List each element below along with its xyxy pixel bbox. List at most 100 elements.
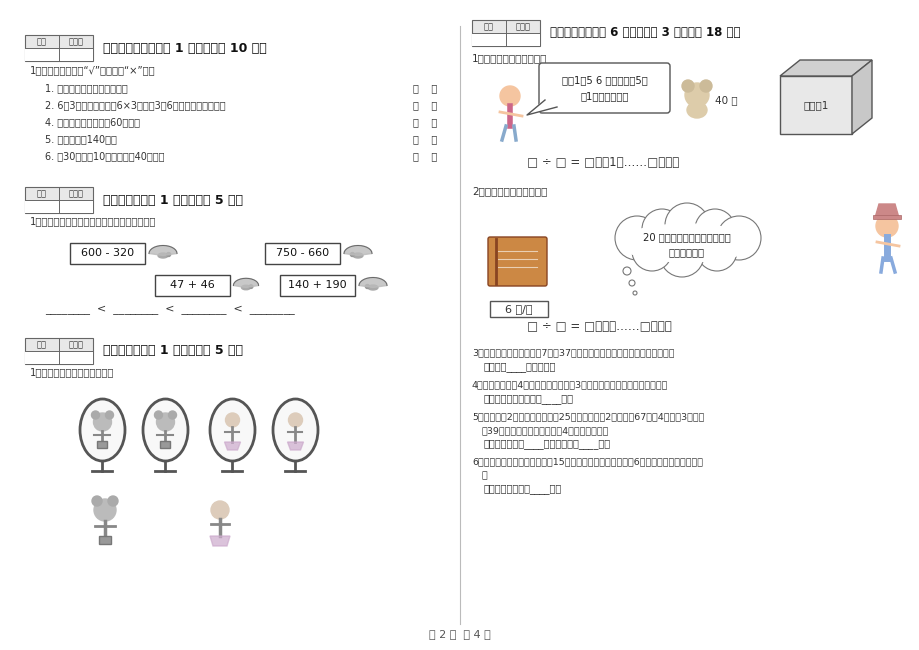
Bar [25,187,93,213]
Text: 1. 角的边长越长，角就越大。: 1. 角的边长越长，角就越大。 [45,83,128,93]
FancyBboxPatch shape [539,63,669,113]
Text: 140 + 190: 140 + 190 [288,281,346,291]
Circle shape [108,496,118,506]
Polygon shape [851,60,871,134]
Text: 第 2 页  共 4 页: 第 2 页 共 4 页 [428,629,491,639]
Text: 每符1衘5 6 只，可以衘5几: 每符1衘5 6 只，可以衘5几 [561,75,647,85]
Circle shape [629,280,634,286]
Ellipse shape [158,253,168,258]
Circle shape [664,203,709,247]
Ellipse shape [80,399,125,461]
Text: 2、我是解决问题小能手。: 2、我是解决问题小能手。 [471,186,547,196]
Ellipse shape [241,285,250,290]
Text: 得分: 得分 [37,189,47,198]
Circle shape [350,252,354,257]
Polygon shape [149,246,176,255]
Text: （    ）: （ ） [413,100,437,110]
Bar [99,536,111,544]
Ellipse shape [353,253,363,258]
Circle shape [210,501,229,519]
Text: 6 元/本: 6 元/本 [505,304,532,314]
Polygon shape [287,442,303,450]
FancyBboxPatch shape [487,237,547,286]
Text: 5. 小军的身高140米。: 5. 小军的身高140米。 [45,134,117,144]
Circle shape [92,496,102,506]
Polygon shape [527,100,556,115]
Text: 评卷人: 评卷人 [68,340,84,349]
Text: 4. 学校操场环形跑道长60厘米。: 4. 学校操场环形跑道长60厘米。 [45,117,140,127]
Circle shape [106,411,113,419]
Circle shape [659,233,703,277]
Circle shape [681,80,693,92]
Bar [25,48,93,61]
Circle shape [694,209,734,249]
Bar [25,200,93,213]
Text: 答：两天一共看了____页。: 答：两天一共看了____页。 [483,484,562,494]
Text: （    ）: （ ） [413,134,437,144]
Text: 6. 比30厘米少10厘米的线段40厘米。: 6. 比30厘米少10厘米的线段40厘米。 [45,151,165,161]
Text: 40 只: 40 只 [714,95,737,105]
Polygon shape [344,246,371,255]
Text: 答：还有____棵没浇水。: 答：还有____棵没浇水。 [483,362,556,372]
Text: 1、连一连镜子里看到的图像。: 1、连一连镜子里看到的图像。 [30,367,114,377]
Text: 4、动物园有熊猫4只，有猴子是熊猫的3倍。同一共有熊猫和猴子多少只？: 4、动物园有熊猫4只，有猴子是熊猫的3倍。同一共有熊猫和猴子多少只？ [471,380,667,389]
Text: 评卷人: 评卷人 [68,37,84,46]
Text: 得分: 得分 [483,22,494,31]
Ellipse shape [618,224,754,262]
Text: 评卷人: 评卷人 [68,189,84,198]
Text: （    ）: （ ） [413,151,437,161]
Bar [25,351,93,364]
Text: 得分: 得分 [37,37,47,46]
Bar [70,243,145,264]
Circle shape [697,231,736,271]
Circle shape [154,411,163,419]
Bar [265,243,340,264]
Ellipse shape [273,399,318,461]
Ellipse shape [686,102,706,118]
Bar [471,20,539,46]
Circle shape [91,411,99,419]
Bar [490,301,548,317]
Text: ________  <  ________  <  ________  <  ________: ________ < ________ < ________ < _______… [45,305,294,315]
Bar [154,275,230,296]
Polygon shape [779,60,871,76]
Text: 5、实验小学2年级订《数学报》25份，三年级比2年级多订67份，4年级比3年级少: 5、实验小学2年级订《数学报》25份，三年级比2年级多订67份，4年级比3年级少 [471,412,704,421]
Circle shape [94,413,111,431]
Bar [160,441,170,448]
Ellipse shape [210,399,255,461]
Circle shape [166,252,170,257]
Text: 600 - 320: 600 - 320 [81,248,134,259]
Text: 47 + 46: 47 + 46 [170,281,215,291]
Circle shape [631,231,671,271]
Text: 1、把下列算式按得数大小，从小到大排一行。: 1、把下列算式按得数大小，从小到大排一行。 [30,216,156,226]
Bar [25,35,93,61]
Text: 3、校园里有排松树。每捷7棵，37棵松树已经浇了水，还有多少棵没浇水？: 3、校园里有排松树。每捷7棵，37棵松树已经浇了水，还有多少棵没浇水？ [471,348,674,357]
Text: 五、判断对与错（共 1 大题，共计 10 分）: 五、判断对与错（共 1 大题，共计 10 分） [103,42,267,55]
Polygon shape [233,278,258,287]
Text: 包装符1: 包装符1 [802,100,828,110]
Ellipse shape [142,399,187,461]
Bar [872,215,900,219]
Text: 六、比一比（共 1 大题，共计 5 分）: 六、比一比（共 1 大题，共计 5 分） [103,194,243,207]
Circle shape [289,413,302,427]
Text: 符1，还剩几只？: 符1，还剩几只？ [580,91,628,101]
Text: 6、小红看故事书，第一天看了15页，第二天看的比第一天少6页，两天一共看了多少页: 6、小红看故事书，第一天看了15页，第二天看的比第一天少6页，两天一共看了多少页 [471,457,702,466]
Circle shape [875,215,897,237]
Circle shape [622,267,630,275]
Bar [25,338,93,364]
Text: 1、判断。（对的打“√”，错的打“×”）。: 1、判断。（对的打“√”，错的打“×”）。 [30,65,155,75]
Text: 八、解决问题（共 6 小题，每题 3 分，共计 18 分）: 八、解决问题（共 6 小题，每题 3 分，共计 18 分） [550,27,740,40]
Polygon shape [224,442,240,450]
Text: ？: ？ [482,471,487,480]
Circle shape [685,83,709,107]
Circle shape [632,291,636,295]
Text: 七、连一连（共 1 大题，共计 5 分）: 七、连一连（共 1 大题，共计 5 分） [103,344,243,358]
Text: 1、我是解决问题小能手。: 1、我是解决问题小能手。 [471,53,547,63]
Bar [779,76,851,134]
Circle shape [641,209,681,249]
Polygon shape [210,536,230,546]
Text: 20 元錢，可以买几本笔记本，: 20 元錢，可以买几本笔记本， [642,232,730,242]
Circle shape [225,413,239,427]
Text: 答：三年级订了____份，四年级订____份。: 答：三年级订了____份，四年级订____份。 [483,439,610,449]
Text: 750 - 660: 750 - 660 [276,248,329,259]
